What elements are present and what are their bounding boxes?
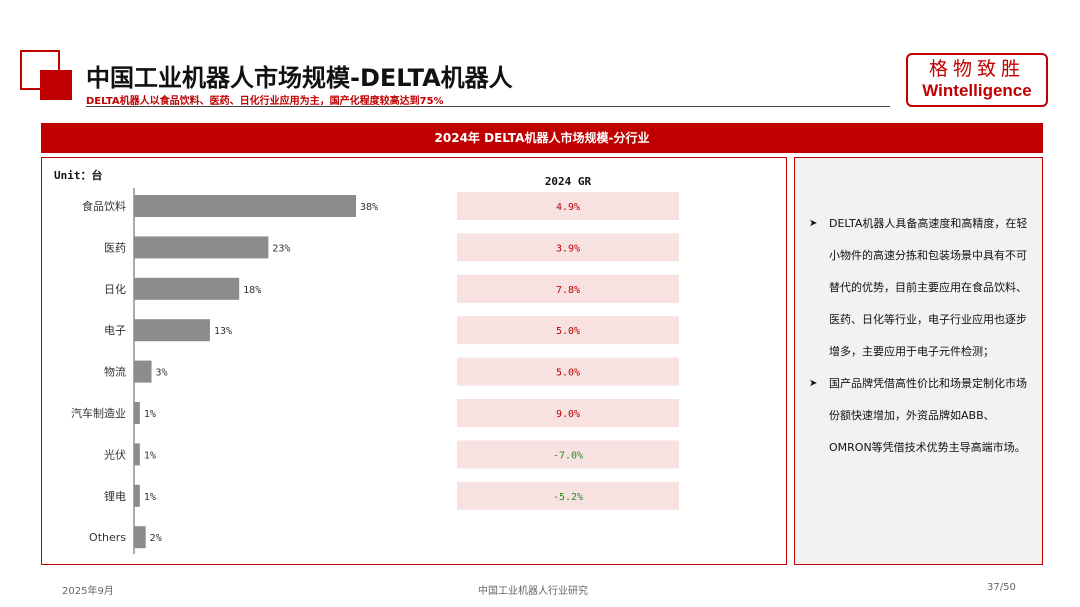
bar-value-label: 2% <box>150 533 162 544</box>
bar <box>134 195 356 217</box>
bar-value-label: 3% <box>156 368 168 379</box>
gr-value-label: 5.0% <box>556 368 580 379</box>
page-subtitle: DELTA机器人以食品饮料、医药、日化行业应用为主，国产化程度较高达到75% <box>86 96 444 107</box>
gr-value-label: -7.0% <box>553 450 583 461</box>
bullet-arrow-icon: ➤ <box>809 378 818 389</box>
bar-value-label: 13% <box>214 326 232 337</box>
footer-report-name: 中国工业机器人行业研究 <box>478 586 588 597</box>
bar <box>134 277 240 300</box>
logo-chinese-text: 格物致胜 <box>928 58 1025 80</box>
bar-value-label: 1% <box>144 450 156 461</box>
bar-value-label: 23% <box>272 243 290 254</box>
gr-cell <box>457 399 679 427</box>
bar <box>134 402 140 424</box>
footer-date: 2025年9月 <box>62 586 114 597</box>
bar-value-label: 38% <box>360 202 378 213</box>
gr-value-label: 3.9% <box>556 243 580 254</box>
bar <box>134 484 140 507</box>
gr-cell <box>457 316 679 345</box>
category-label: 医药 <box>104 241 126 254</box>
bar <box>134 526 146 549</box>
category-label: 光伏 <box>104 447 126 461</box>
gr-value-label: 4.9% <box>556 202 580 213</box>
logo-english-text: Wintelligence <box>922 81 1032 100</box>
category-label: Others <box>89 531 126 544</box>
bullet-arrow-icon: ➤ <box>809 218 818 229</box>
brand-logo: 格物致胜 Wintelligence <box>906 53 1048 107</box>
unit-label: Unit：台 <box>54 168 103 182</box>
category-label: 电子 <box>104 324 126 337</box>
category-label: 食品饮料 <box>82 199 126 213</box>
note-item: ➤ DELTA机器人具备高速度和高精度，在轻小物件的高速分拣和包装场景中具有不可… <box>809 208 1028 368</box>
bar-value-label: 1% <box>144 409 156 420</box>
gr-cell <box>457 274 679 303</box>
gr-cell <box>457 481 679 510</box>
note-item: ➤ 国产品牌凭借高性价比和场景定制化市场份额快速增加，外资品牌如ABB、OMRO… <box>809 368 1028 464</box>
title-decoration-block <box>40 70 72 100</box>
chart-banner: 2024年 DELTA机器人市场规模-分行业 <box>41 123 1043 153</box>
bar <box>134 360 152 383</box>
gr-cell <box>457 192 679 220</box>
bar-chart: Unit：台 2024 GR 食品饮料 38% 4.9% 医药 23% 3.9% 日化 18% 7.… <box>54 168 679 554</box>
notes-panel: ➤ DELTA机器人具备高速度和高精度，在轻小物件的高速分拣和包装场景中具有不可… <box>794 157 1043 565</box>
page-title: 中国工业机器人市场规模-DELTA机器人 <box>86 64 513 92</box>
category-label: 物流 <box>104 365 126 379</box>
gr-cell <box>457 357 679 386</box>
category-label: 日化 <box>104 282 126 296</box>
category-label: 汽车制造业 <box>71 406 126 420</box>
gr-value-label: 9.0% <box>556 409 580 420</box>
gr-value-label: 7.8% <box>556 285 580 296</box>
bar <box>134 443 140 466</box>
gr-value-label: 5.0% <box>556 326 580 337</box>
bar-value-label: 1% <box>144 492 156 503</box>
chart-panel: Unit：台 2024 GR 食品饮料 38% 4.9% 医药 23% 3.9% 日化 18% 7.… <box>41 157 787 565</box>
gr-cell <box>457 233 679 262</box>
bar <box>134 236 269 259</box>
gr-column-header: 2024 GR <box>545 175 592 188</box>
title-divider <box>86 106 890 107</box>
gr-value-label: -5.2% <box>553 492 583 503</box>
note-text: DELTA机器人具备高速度和高精度，在轻小物件的高速分拣和包装场景中具有不可替代… <box>829 217 1028 358</box>
bar <box>134 319 210 342</box>
category-label: 锂电 <box>104 489 126 503</box>
note-text: 国产品牌凭借高性价比和场景定制化市场份额快速增加，外资品牌如ABB、OMRON等… <box>829 377 1027 454</box>
gr-cell <box>457 440 679 469</box>
bar-value-label: 18% <box>243 285 261 296</box>
footer-page-number: 37/50 <box>987 582 1016 593</box>
notes-list: ➤ DELTA机器人具备高速度和高精度，在轻小物件的高速分拣和包装场景中具有不可… <box>795 158 1042 464</box>
